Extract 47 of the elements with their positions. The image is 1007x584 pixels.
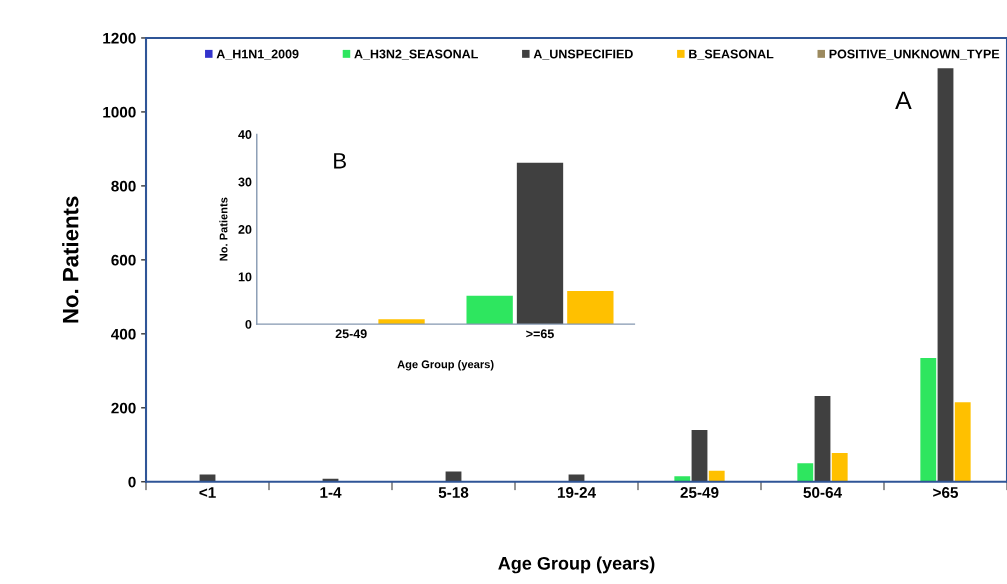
x-tick-label: 25-49 bbox=[680, 487, 719, 498]
y-tick-label: 40 bbox=[238, 130, 252, 139]
bar bbox=[199, 474, 216, 482]
bar bbox=[567, 290, 614, 325]
y-tick-label: 600 bbox=[111, 254, 136, 266]
bar bbox=[691, 430, 708, 482]
bar bbox=[516, 162, 564, 325]
bar bbox=[708, 470, 725, 482]
bar bbox=[814, 395, 831, 482]
x-tick-label: >=65 bbox=[526, 329, 554, 339]
x-tick-label: 5-18 bbox=[438, 487, 469, 498]
bar bbox=[445, 471, 462, 482]
y-axis-title: No. Patients bbox=[219, 197, 228, 261]
y-tick-label: 200 bbox=[111, 402, 136, 414]
bar bbox=[568, 474, 585, 482]
bar bbox=[466, 295, 513, 325]
y-tick-label: 800 bbox=[111, 180, 136, 192]
y-tick-label: 400 bbox=[111, 328, 136, 340]
legend-label: A_H3N2_SEASONAL bbox=[354, 49, 478, 60]
y-tick-label: 1200 bbox=[103, 32, 136, 44]
legend-label: POSITIVE_UNKNOWN_TYPE bbox=[829, 49, 1000, 60]
bar bbox=[831, 452, 848, 482]
y-tick-label: 0 bbox=[128, 476, 136, 488]
legend-label: A_UNSPECIFIED bbox=[533, 49, 633, 60]
y-tick-label: 0 bbox=[245, 319, 252, 329]
y-tick-label: 20 bbox=[238, 225, 252, 234]
bar bbox=[954, 402, 971, 482]
bar bbox=[797, 463, 814, 482]
legend-label: B_SEASONAL bbox=[689, 49, 774, 60]
bar bbox=[674, 476, 691, 482]
x-tick-label: 1-4 bbox=[320, 487, 342, 498]
annotation: B bbox=[334, 153, 346, 169]
x-axis-title: Age Group (years) bbox=[498, 556, 655, 574]
y-axis-title: No. Patients bbox=[62, 196, 79, 323]
y-tick-label: 1000 bbox=[103, 106, 136, 118]
x-tick-label: >65 bbox=[933, 487, 959, 498]
bar bbox=[937, 68, 954, 482]
y-tick-label: 10 bbox=[238, 272, 252, 282]
legend-label: A_H1N1_2009 bbox=[216, 49, 299, 60]
y-tick-label: 30 bbox=[238, 177, 252, 187]
x-tick-label: 19-24 bbox=[557, 487, 596, 498]
annotation: A bbox=[895, 91, 912, 109]
x-tick-label: 50-64 bbox=[803, 487, 842, 498]
x-axis-title: Age Group (years) bbox=[397, 360, 494, 371]
x-tick-label: 25-49 bbox=[335, 329, 367, 339]
x-tick-label: <1 bbox=[199, 487, 216, 498]
bar bbox=[920, 357, 937, 482]
